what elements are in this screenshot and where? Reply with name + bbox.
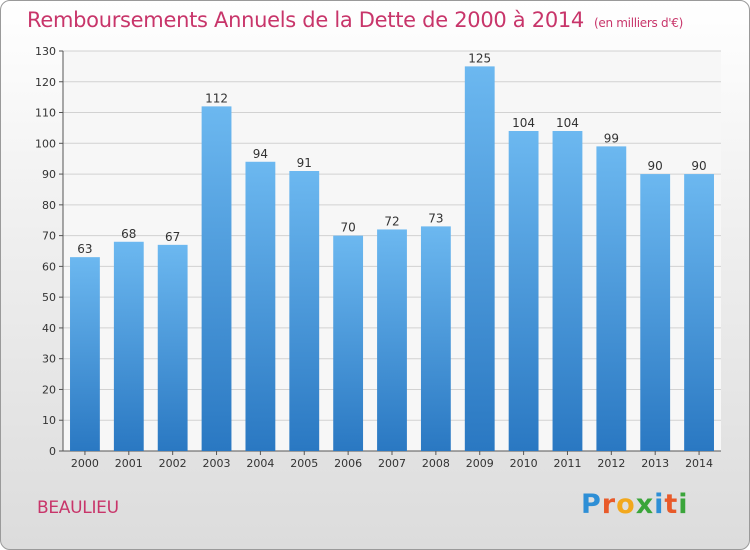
bar — [70, 257, 100, 451]
y-tick-label: 30 — [42, 353, 56, 366]
data-label: 99 — [604, 131, 619, 145]
bar — [552, 131, 583, 451]
x-tick-label: 2009 — [466, 457, 494, 470]
bar — [464, 66, 495, 451]
y-tick-label: 0 — [49, 445, 56, 458]
data-label: 94 — [253, 147, 268, 161]
bar — [684, 174, 714, 452]
x-tick-label: 2002 — [159, 457, 187, 470]
chart-subtitle: (en milliers d'€) — [594, 16, 684, 30]
proxiti-logo: Proxiti — [581, 489, 689, 520]
x-tick-label: 2013 — [641, 457, 669, 470]
x-tick-label: 2011 — [553, 457, 581, 470]
x-tick-label: 2008 — [422, 457, 450, 470]
logo-letter: o — [616, 489, 636, 520]
logo-letter: i — [678, 489, 689, 520]
x-tick-label: 2000 — [71, 457, 99, 470]
y-tick-label: 110 — [35, 107, 56, 120]
x-tick-label: 2010 — [510, 457, 538, 470]
data-label: 90 — [691, 159, 706, 173]
bar — [420, 226, 451, 451]
bar — [640, 174, 671, 452]
y-tick-label: 60 — [42, 260, 56, 273]
data-label: 72 — [384, 214, 399, 228]
data-label: 90 — [648, 159, 663, 173]
bar — [377, 229, 407, 451]
bar — [508, 131, 539, 451]
data-label: 104 — [556, 116, 579, 130]
commune-name: BEAULIEU — [37, 498, 119, 518]
data-label: 73 — [428, 211, 443, 225]
y-tick-label: 10 — [42, 414, 56, 427]
bar — [333, 235, 364, 451]
data-label: 68 — [121, 227, 136, 241]
logo-letter: t — [664, 489, 679, 520]
logo-letter: P — [581, 489, 602, 520]
data-label: 91 — [297, 156, 312, 170]
x-tick-label: 2014 — [685, 457, 713, 470]
y-tick-label: 130 — [35, 45, 56, 58]
logo-letter: i — [654, 489, 665, 520]
data-label: 67 — [165, 230, 180, 244]
y-tick-label: 120 — [35, 76, 56, 89]
x-tick-label: 2007 — [378, 457, 406, 470]
y-tick-label: 80 — [42, 199, 56, 212]
data-label: 125 — [468, 51, 491, 65]
logo-letter: x — [635, 489, 655, 520]
y-tick-label: 90 — [42, 168, 56, 181]
y-tick-label: 50 — [42, 291, 56, 304]
y-tick-label: 70 — [42, 230, 56, 243]
y-tick-label: 20 — [42, 383, 56, 396]
bar — [157, 244, 188, 451]
bar — [245, 161, 276, 451]
y-tick-label: 40 — [42, 322, 56, 335]
x-tick-label: 2012 — [597, 457, 625, 470]
chart-title: Remboursements Annuels de la Dette de 20… — [27, 8, 684, 32]
x-tick-label: 2005 — [290, 457, 318, 470]
bar — [289, 171, 320, 451]
data-label: 104 — [512, 116, 535, 130]
data-label: 112 — [205, 91, 228, 105]
bar — [596, 146, 627, 451]
bar — [113, 241, 144, 451]
data-label: 70 — [340, 221, 355, 235]
x-tick-label: 2006 — [334, 457, 362, 470]
x-tick-label: 2003 — [203, 457, 231, 470]
x-tick-label: 2001 — [115, 457, 143, 470]
x-tick-label: 2004 — [246, 457, 274, 470]
data-label: 63 — [77, 242, 92, 256]
y-tick-label: 100 — [35, 137, 56, 150]
bar — [201, 106, 232, 451]
logo-letter: r — [601, 489, 617, 520]
